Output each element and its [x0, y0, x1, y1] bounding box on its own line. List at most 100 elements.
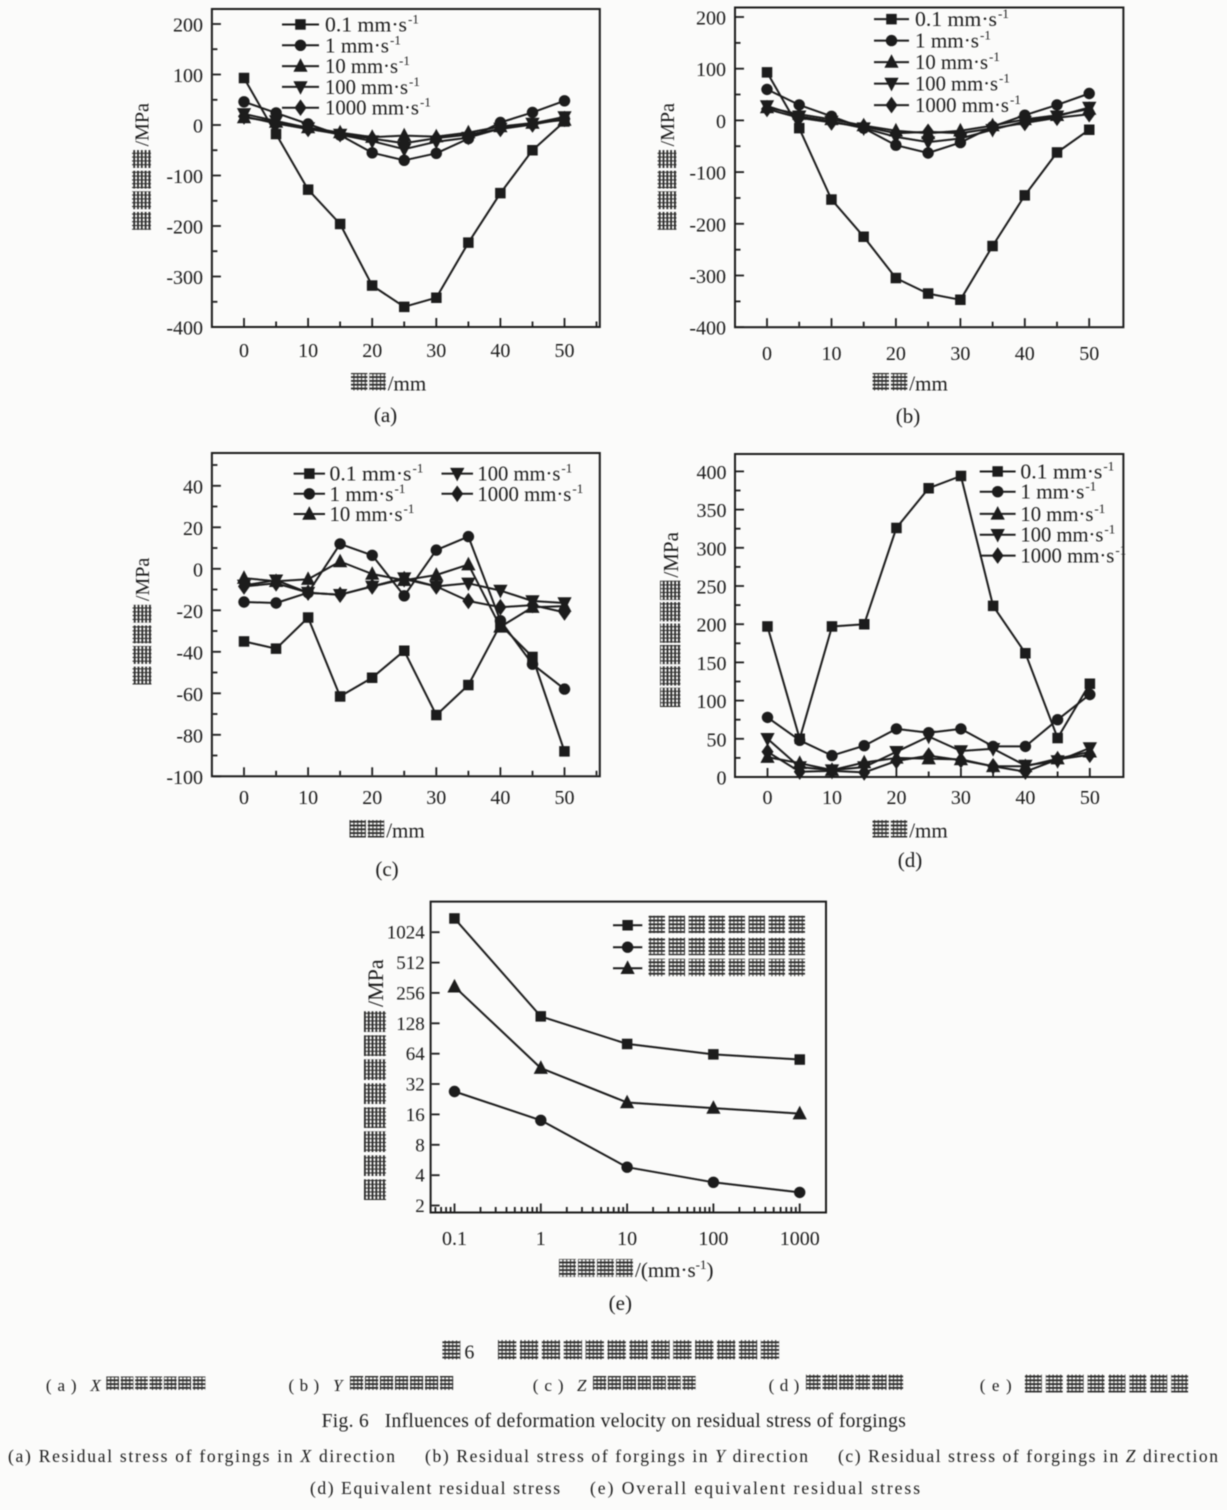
svg-text:10: 10 [617, 1228, 637, 1250]
svg-text:400: 400 [697, 462, 727, 484]
svg-text:10: 10 [821, 343, 841, 365]
svg-text:250: 250 [697, 577, 727, 599]
svg-text:2: 2 [415, 1196, 425, 1217]
svg-text:10: 10 [298, 787, 318, 809]
svg-text:-1: -1 [399, 53, 410, 68]
svg-text:-1: -1 [404, 501, 415, 516]
svg-text:30: 30 [426, 340, 446, 362]
svg-text:-1: -1 [999, 71, 1010, 86]
svg-text:4: 4 [415, 1166, 425, 1187]
svg-text:0: 0 [239, 787, 249, 809]
svg-text:0: 0 [763, 787, 773, 809]
svg-text:-1: -1 [413, 461, 424, 476]
svg-text:50: 50 [555, 787, 575, 809]
svg-text:100 mm·s: 100 mm·s [915, 72, 998, 96]
svg-text:/mm: /mm [909, 372, 948, 396]
svg-text:1 mm·s: 1 mm·s [915, 29, 979, 53]
svg-text:(c): (c) [375, 857, 398, 881]
svg-text:30: 30 [426, 787, 446, 809]
svg-text:/mm: /mm [909, 819, 948, 843]
svg-text:32: 32 [406, 1075, 425, 1096]
svg-text:(d): (d) [898, 848, 923, 872]
svg-text:6: 6 [464, 1341, 474, 1363]
svg-text:1 mm·s: 1 mm·s [330, 482, 394, 506]
svg-text:1000 mm·s: 1000 mm·s [915, 93, 1009, 117]
svg-text:-100: -100 [689, 163, 726, 185]
svg-text:(e) Overall equivalent residua: (e) Overall equivalent residual stress [590, 1478, 920, 1498]
svg-text:10 mm·s: 10 mm·s [1020, 502, 1093, 526]
svg-text:64: 64 [406, 1044, 426, 1065]
svg-text:-1: -1 [998, 6, 1009, 21]
svg-text:0: 0 [716, 111, 726, 133]
svg-text:-40: -40 [176, 642, 203, 664]
svg-text:-1: -1 [1085, 479, 1096, 494]
svg-text:30: 30 [951, 787, 971, 809]
svg-text:1000 mm·s: 1000 mm·s [325, 96, 419, 120]
svg-text:0.1 mm·s: 0.1 mm·s [325, 13, 407, 37]
svg-text:/MPa: /MPa [132, 558, 154, 601]
svg-text:350: 350 [697, 500, 727, 522]
svg-text:-1: -1 [1104, 522, 1115, 537]
svg-text:1 mm·s: 1 mm·s [1020, 480, 1084, 504]
svg-text:-1: -1 [1094, 501, 1105, 516]
svg-text:(b): (b) [896, 404, 921, 428]
svg-text:40: 40 [490, 787, 510, 809]
svg-text:1000 mm·s: 1000 mm·s [477, 482, 571, 506]
svg-text:(c) Residual stress of forging: (c) Residual stress of forgings in Z dir… [838, 1446, 1218, 1466]
svg-text:-1: -1 [420, 95, 431, 110]
svg-text:(e): (e) [609, 1291, 632, 1315]
svg-text:100 mm·s: 100 mm·s [477, 462, 560, 486]
svg-text:1000 mm·s: 1000 mm·s [1020, 544, 1114, 568]
svg-text:/(mm·s-1): /(mm·s-1) [635, 1257, 714, 1282]
svg-text:1024: 1024 [387, 923, 426, 944]
svg-text:-1: -1 [561, 461, 572, 476]
svg-text:-1: -1 [1115, 543, 1126, 558]
svg-text:/MPa: /MPa [659, 531, 683, 577]
svg-text:0.1: 0.1 [442, 1228, 467, 1250]
svg-text:0: 0 [762, 343, 772, 365]
svg-text:-80: -80 [176, 725, 203, 747]
svg-text:100: 100 [697, 691, 727, 713]
svg-text:-20: -20 [176, 601, 203, 623]
svg-text:100 mm·s: 100 mm·s [1020, 523, 1103, 547]
svg-text:(c): (c) [533, 1376, 564, 1395]
svg-text:-300: -300 [689, 266, 726, 288]
svg-text:Y: Y [333, 1376, 344, 1395]
svg-text:/MPa: /MPa [132, 103, 154, 146]
svg-text:0.1 mm·s: 0.1 mm·s [915, 7, 997, 31]
svg-text:-1: -1 [395, 481, 406, 496]
svg-text:-100: -100 [166, 166, 203, 188]
svg-text:256: 256 [396, 983, 425, 1004]
svg-text:512: 512 [396, 953, 425, 974]
svg-text:100: 100 [173, 65, 203, 87]
svg-text:0.1 mm·s: 0.1 mm·s [330, 462, 412, 486]
svg-text:(b) Residual stress of forging: (b) Residual stress of forgings in Y dir… [425, 1446, 808, 1466]
svg-text:(d) Equivalent residual stress: (d) Equivalent residual stress [310, 1478, 560, 1498]
svg-text:(a): (a) [46, 1376, 77, 1395]
svg-text:/mm: /mm [386, 819, 425, 843]
svg-text:(b): (b) [289, 1376, 320, 1395]
svg-text:0: 0 [239, 340, 249, 362]
svg-text:20: 20 [886, 787, 906, 809]
svg-text:100 mm·s: 100 mm·s [325, 75, 408, 99]
svg-text:50: 50 [1079, 343, 1099, 365]
svg-text:Z: Z [577, 1376, 587, 1395]
svg-text:(e): (e) [980, 1376, 1012, 1395]
svg-text:-200: -200 [166, 217, 203, 239]
svg-text:0.1 mm·s: 0.1 mm·s [1020, 460, 1102, 484]
svg-text:0: 0 [193, 559, 203, 581]
svg-text:(a): (a) [374, 403, 397, 427]
svg-text:0: 0 [193, 116, 203, 138]
svg-text:1 mm·s: 1 mm·s [325, 33, 389, 57]
svg-text:10 mm·s: 10 mm·s [330, 502, 403, 526]
svg-text:50: 50 [1080, 787, 1100, 809]
svg-text:10 mm·s: 10 mm·s [325, 54, 398, 78]
svg-text:-400: -400 [689, 318, 726, 340]
svg-text:(d): (d) [769, 1376, 800, 1395]
svg-text:10: 10 [822, 787, 842, 809]
svg-text:40: 40 [183, 476, 203, 498]
svg-text:(a) Residual stress of forging: (a) Residual stress of forgings in X dir… [8, 1446, 395, 1466]
svg-text:10: 10 [298, 340, 318, 362]
svg-text:-1: -1 [409, 74, 420, 89]
svg-text:-400: -400 [166, 318, 203, 340]
